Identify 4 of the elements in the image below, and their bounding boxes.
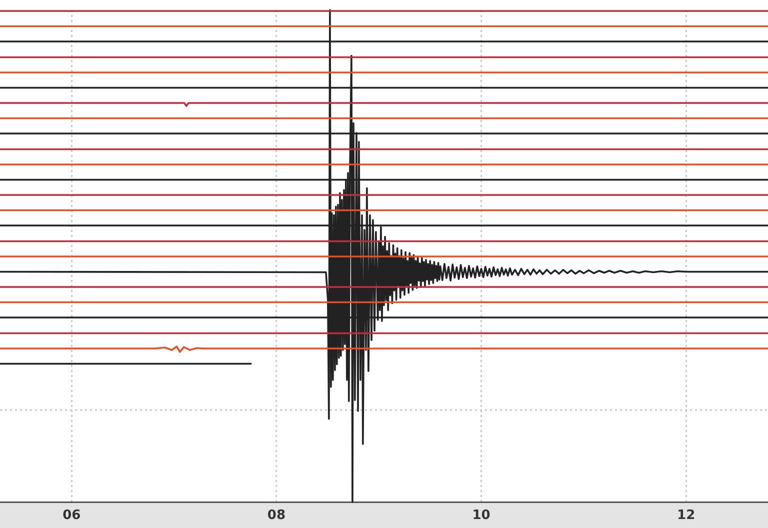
- x-tick-label: 06: [62, 508, 81, 524]
- x-tick-label: 10: [472, 508, 490, 524]
- x-tick-label: 08: [267, 508, 286, 524]
- x-tick-label: 12: [677, 508, 696, 524]
